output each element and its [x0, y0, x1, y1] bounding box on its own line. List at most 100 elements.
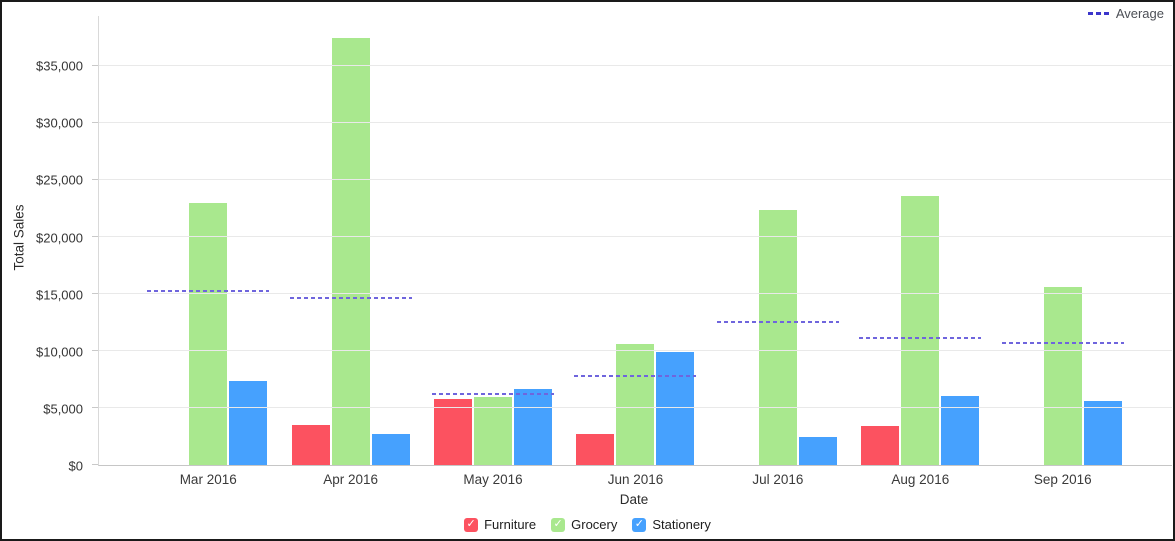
- bar-furniture[interactable]: [434, 398, 473, 465]
- bar-slot-furniture: [291, 16, 330, 465]
- bar-grocery[interactable]: [189, 202, 228, 465]
- checkbox-checked-icon[interactable]: ✓: [632, 517, 647, 532]
- bar-stationery[interactable]: [371, 434, 410, 465]
- bar-slot-grocery: [331, 16, 370, 465]
- bar-slot-grocery: [758, 16, 797, 465]
- y-tick-mark: [92, 236, 98, 238]
- bar-grocery[interactable]: [758, 209, 797, 465]
- legend-average[interactable]: Average: [1087, 6, 1164, 21]
- bar-stationery[interactable]: [229, 380, 268, 465]
- bar-slot-furniture: [861, 16, 900, 465]
- legend-item-furniture[interactable]: ✓ Furniture: [464, 517, 536, 532]
- bar-slot-furniture: [149, 16, 187, 465]
- bar-furniture[interactable]: [861, 425, 900, 465]
- gridline: [99, 179, 1172, 181]
- bar-block: [1004, 16, 1122, 465]
- x-tick-label: May 2016: [463, 472, 523, 487]
- bar-furniture[interactable]: [291, 425, 330, 465]
- bar-block: [719, 16, 837, 465]
- bar-block: [576, 16, 695, 465]
- bar-stationery[interactable]: [514, 388, 553, 465]
- bar-slot-furniture: [719, 16, 757, 465]
- legend-item-label: Furniture: [484, 517, 537, 532]
- legend-item-stationery[interactable]: ✓ Stationery: [632, 517, 711, 532]
- bar-slot-furniture: [576, 16, 615, 465]
- bar-grocery[interactable]: [616, 344, 655, 465]
- bar-furniture[interactable]: [576, 434, 615, 465]
- legend-series: ✓ Furniture ✓ Grocery ✓ Stationery: [2, 517, 1173, 532]
- y-tick-label: $30,000: [36, 115, 83, 131]
- x-tick-label: Aug 2016: [891, 472, 950, 487]
- x-tick-label: Apr 2016: [323, 472, 379, 487]
- x-tick-label: Sep 2016: [1033, 472, 1092, 487]
- y-tick-mark: [92, 293, 98, 295]
- y-tick-label: $10,000: [36, 344, 83, 360]
- average-line: [716, 321, 839, 324]
- average-line: [147, 289, 270, 292]
- bar-slot-stationery: [656, 16, 695, 465]
- month-group: Sep 2016: [992, 16, 1134, 487]
- bar-slot-stationery: [371, 16, 410, 465]
- y-tick-mark: [92, 122, 98, 124]
- gridline: [99, 65, 1172, 67]
- x-tick-label: Mar 2016: [179, 472, 237, 487]
- bar-slot-grocery: [189, 16, 228, 465]
- bar-slot-furniture: [434, 16, 473, 465]
- y-tick-label: $25,000: [36, 172, 83, 188]
- x-axis-title: Date: [619, 492, 649, 507]
- bar-stationery[interactable]: [1083, 401, 1122, 465]
- average-line: [1001, 342, 1124, 345]
- bar-block: [434, 16, 553, 465]
- legend-item-grocery[interactable]: ✓ Grocery: [551, 517, 617, 532]
- bar-grocery[interactable]: [1043, 287, 1082, 465]
- y-tick-label: $5,000: [43, 401, 83, 417]
- checkbox-checked-icon[interactable]: ✓: [551, 517, 566, 532]
- month-group: Jul 2016: [707, 16, 849, 487]
- legend-average-label: Average: [1115, 6, 1164, 21]
- bar-slot-grocery: [616, 16, 655, 465]
- y-tick-label: $20,000: [36, 230, 83, 246]
- y-tick-mark: [92, 407, 98, 409]
- bar-grocery[interactable]: [901, 196, 940, 465]
- bar-grocery[interactable]: [331, 37, 370, 465]
- gridline: [99, 293, 1172, 295]
- bar-groups: Mar 2016 Apr 2016 May 2016 Jun 2016 Jul 2016…: [99, 16, 1172, 487]
- month-group: Mar 2016: [137, 16, 279, 487]
- month-group: Aug 2016: [849, 16, 991, 487]
- bar-slot-grocery: [901, 16, 940, 465]
- bar-block: [291, 16, 410, 465]
- y-tick-mark: [92, 464, 98, 465]
- bar-slot-grocery: [474, 16, 513, 465]
- month-group: Jun 2016: [564, 16, 706, 487]
- average-dash-icon: [1087, 12, 1109, 15]
- y-tick-label: $15,000: [36, 287, 83, 303]
- month-group: Apr 2016: [279, 16, 421, 487]
- average-line: [859, 337, 982, 340]
- y-tick-mark: [92, 65, 98, 67]
- x-tick-label: Jun 2016: [607, 472, 664, 487]
- average-line: [289, 296, 412, 299]
- bar-slot-stationery: [798, 16, 837, 465]
- checkbox-checked-icon[interactable]: ✓: [464, 517, 479, 532]
- legend-item-label: Stationery: [652, 517, 711, 532]
- y-tick-label: $0: [68, 458, 83, 474]
- bar-block: [861, 16, 980, 465]
- plot-area: Mar 2016 Apr 2016 May 2016 Jun 2016 Jul 2016…: [92, 16, 1172, 487]
- bar-stationery[interactable]: [941, 395, 980, 465]
- bar-slot-stationery: [229, 16, 268, 465]
- month-group: May 2016: [422, 16, 564, 487]
- bar-slot-stationery: [941, 16, 980, 465]
- gridline: [99, 236, 1172, 238]
- average-line: [574, 374, 697, 377]
- bar-block: [149, 16, 268, 465]
- x-tick-label: Jul 2016: [752, 472, 804, 487]
- bar-stationery[interactable]: [656, 352, 695, 465]
- bar-slot-stationery: [1083, 16, 1122, 465]
- bar-slot-furniture: [1004, 16, 1042, 465]
- gridline: [99, 350, 1172, 352]
- y-tick-mark: [92, 179, 98, 181]
- y-tick-label: $35,000: [36, 58, 83, 74]
- y-tick-mark: [92, 350, 98, 352]
- bar-stationery[interactable]: [798, 436, 837, 465]
